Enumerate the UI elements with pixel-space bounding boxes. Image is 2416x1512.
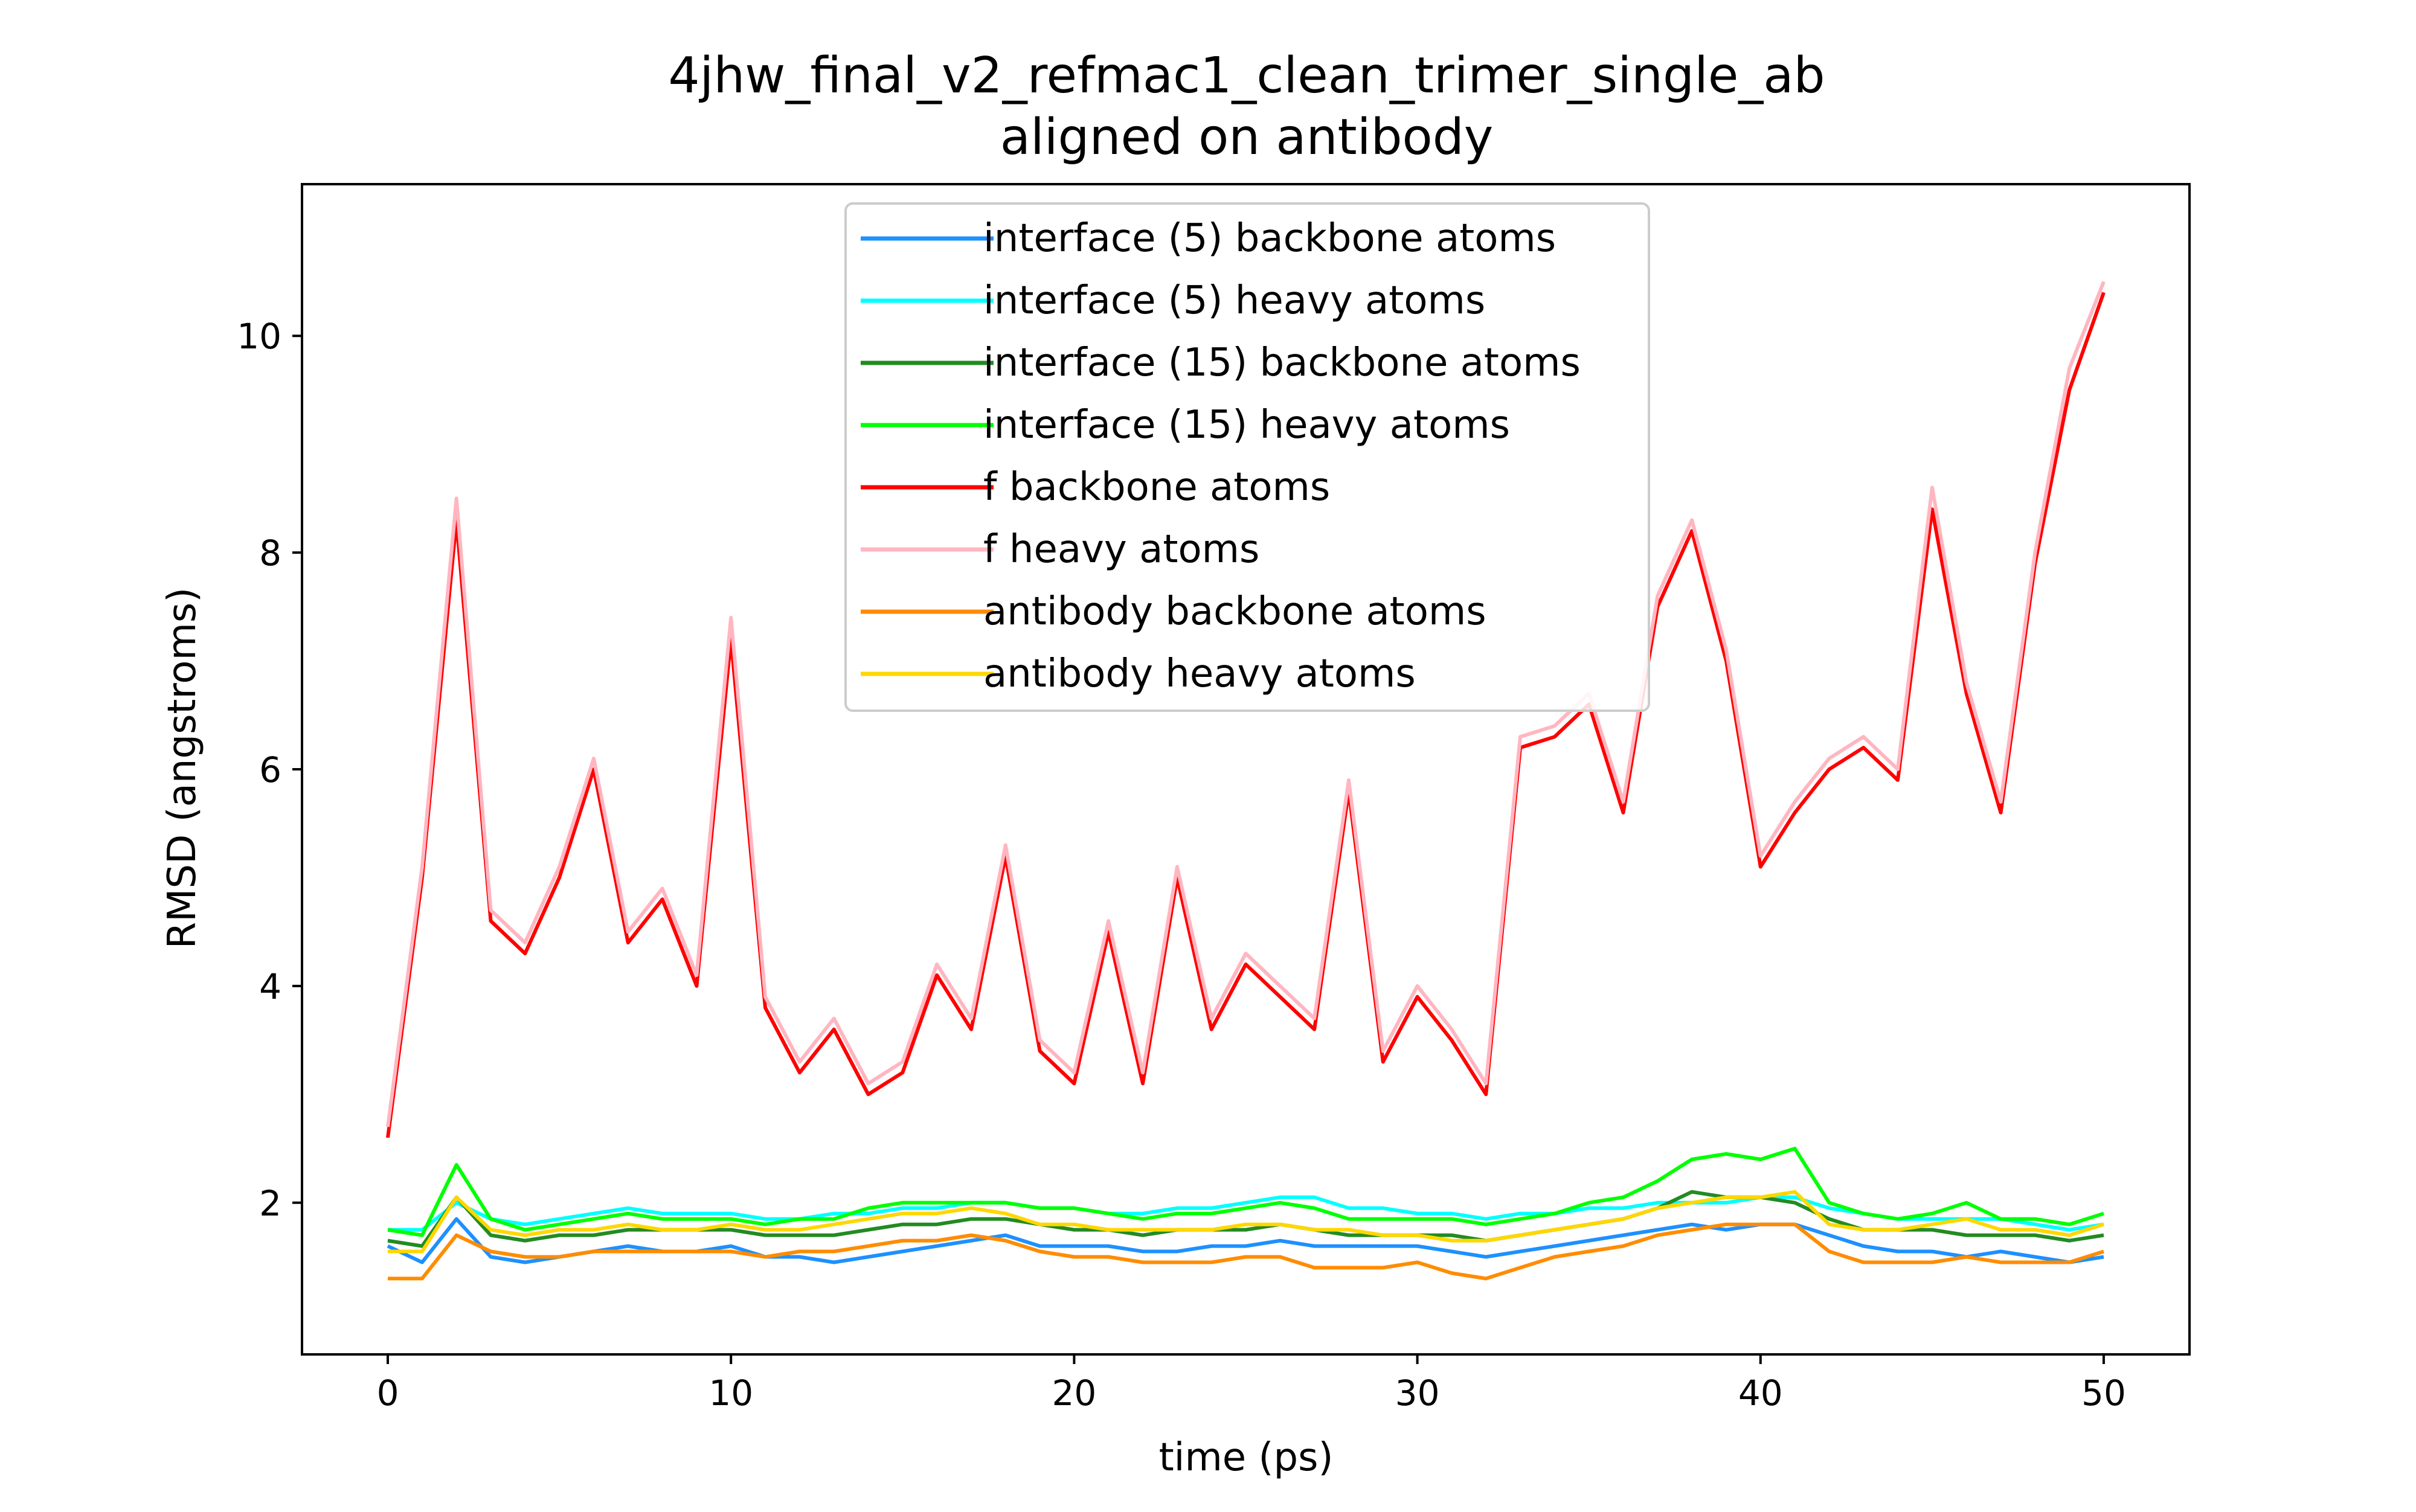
- y-tick-label: 10: [237, 316, 281, 357]
- series-line-4: [386, 292, 2106, 1138]
- y-tick-label: 2: [259, 1183, 281, 1224]
- legend-label-1: interface (5) heavy atoms: [983, 278, 1485, 323]
- series-line-7: [388, 1190, 2104, 1254]
- series-line-3: [387, 1147, 2104, 1237]
- y-tick-label: 4: [259, 966, 281, 1007]
- x-tick-label: 0: [377, 1373, 399, 1414]
- legend-label-4: f backbone atoms: [983, 465, 1330, 510]
- x-tick-label: 30: [1395, 1373, 1440, 1414]
- y-tick-label: 6: [259, 749, 281, 790]
- legend-label-7: antibody heavy atoms: [983, 652, 1416, 696]
- y-axis-label: RMSD (angstroms): [160, 588, 205, 949]
- legend-label-3: interface (15) heavy atoms: [983, 403, 1510, 447]
- legend-label-0: interface (5) backbone atoms: [983, 216, 1556, 261]
- legend-items: interface (5) backbone atoms interface (5…: [861, 216, 1581, 696]
- x-tick-label: 50: [2081, 1373, 2126, 1414]
- legend: interface (5) backbone atoms interface (5…: [844, 202, 1650, 712]
- x-tick-label: 40: [1738, 1373, 1783, 1414]
- legend-box: [844, 202, 1650, 712]
- series-line-5: [386, 281, 2106, 1127]
- x-tick-label: 20: [1052, 1373, 1097, 1414]
- series-line-1: [388, 1195, 2104, 1232]
- legend-label-6: antibody backbone atoms: [983, 589, 1486, 634]
- series-line-6: [388, 1222, 2104, 1281]
- plot-area-frame: [301, 183, 2191, 1356]
- x-tick-label: 10: [708, 1373, 753, 1414]
- chart-title: 4jhw_final_v2_refmac1_clean_trimer_singl…: [668, 47, 1825, 104]
- y-tick-label: 8: [259, 533, 281, 574]
- x-axis-label: time (ps): [1159, 1435, 1334, 1480]
- series-layer: [386, 281, 2106, 1281]
- legend-label-2: interface (15) backbone atoms: [983, 341, 1581, 385]
- axis-ticks: 0 10 20 30 40 50 2 4 6 8 10: [237, 316, 2126, 1414]
- legend-label-5: f heavy atoms: [983, 527, 1259, 572]
- chart-subtitle: aligned on antibody: [1000, 109, 1494, 166]
